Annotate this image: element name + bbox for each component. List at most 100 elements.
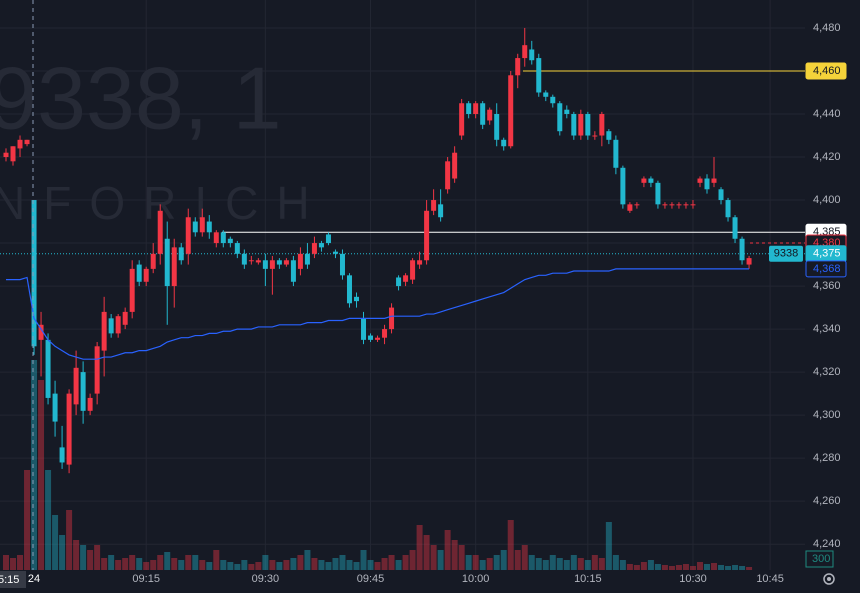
candle-body: [122, 311, 128, 325]
volume-bar: [150, 560, 157, 570]
volume-bar: [31, 360, 38, 570]
volume-bar: [640, 562, 647, 570]
volume-bar: [704, 564, 710, 570]
candle-body: [199, 217, 205, 233]
candle-body: [725, 200, 731, 218]
volume-bar: [276, 562, 283, 570]
volume-bar: [136, 558, 143, 570]
volume-bar: [122, 558, 129, 570]
volume-bar: [59, 535, 66, 570]
volume-bar: [493, 555, 500, 570]
candle-body: [361, 318, 367, 340]
candle-body: [571, 114, 577, 136]
candle-body: [648, 178, 654, 183]
candle-body: [52, 393, 58, 422]
candle-body: [94, 346, 100, 394]
volume-bar: [52, 515, 59, 570]
y-tick-label: 4,480: [813, 22, 841, 34]
volume-bar: [367, 560, 374, 570]
volume-bar: [381, 558, 388, 570]
settings-icon[interactable]: [823, 573, 835, 585]
candle-body: [403, 275, 409, 282]
candle-body: [599, 114, 605, 136]
volume-bar: [241, 560, 248, 570]
volume-bar: [437, 550, 444, 570]
volume-bar: [171, 558, 178, 570]
candle-body: [368, 335, 374, 340]
crosshair-label: 5:15: [0, 574, 19, 586]
y-tick-label: 4,280: [813, 452, 841, 464]
volume-bar: [94, 545, 101, 570]
candle-body: [325, 234, 331, 244]
volume-bar: [101, 558, 108, 570]
candle-body: [157, 210, 163, 254]
volume-bar: [479, 560, 486, 570]
volume-bar: [143, 562, 150, 570]
volume-bar: [591, 555, 598, 570]
candle-body: [339, 253, 345, 276]
volume-bar: [234, 564, 241, 570]
candle-body: [389, 307, 395, 330]
candle-body: [550, 96, 556, 104]
candle-body: [480, 103, 486, 125]
volume-bar: [164, 552, 171, 570]
volume-bar: [542, 560, 549, 570]
volume-bar: [304, 550, 311, 570]
candle-body: [606, 131, 612, 140]
candle-body: [354, 296, 359, 302]
candle-body: [410, 260, 416, 280]
volume-bar: [10, 558, 17, 570]
volume-bar: [451, 540, 458, 570]
price-badge-label: 4,375: [813, 248, 841, 260]
volume-bar: [346, 560, 353, 570]
y-tick-label: 4,440: [813, 108, 841, 120]
volume-bar: [325, 562, 332, 570]
volume-bar: [185, 555, 192, 570]
volume-bar: [563, 560, 570, 570]
volume-bar: [332, 558, 339, 570]
y-tick-label: 4,340: [813, 323, 841, 335]
volume-bar: [227, 562, 234, 570]
candle-body: [613, 139, 619, 168]
candle-body: [297, 253, 303, 269]
candle-body: [697, 178, 703, 183]
candle-body: [108, 318, 114, 334]
volume-bar: [311, 558, 318, 570]
volume-bar: [556, 558, 563, 570]
volume-bar: [668, 566, 675, 570]
candle-body: [101, 311, 107, 351]
candle-body: [578, 114, 584, 136]
x-tick-label: 09:15: [132, 573, 160, 585]
volume-bar: [374, 562, 381, 570]
candle-body: [634, 204, 640, 206]
volume-bar: [416, 525, 423, 570]
volume-bar: [528, 555, 535, 570]
candle-body: [311, 243, 317, 254]
candle-body: [143, 268, 149, 282]
candle-body: [438, 204, 444, 218]
volume-bar: [486, 558, 493, 570]
volume-bar: [213, 550, 220, 570]
candle-body: [227, 238, 233, 244]
candle-body: [38, 324, 44, 340]
volume-bar: [402, 555, 409, 570]
candle-body: [87, 397, 93, 411]
candle-body: [487, 109, 493, 121]
volume-bar: [115, 560, 122, 570]
candle-body: [431, 200, 437, 211]
volume-bar: [507, 520, 514, 570]
volume-bar: [255, 562, 262, 570]
candle-body: [248, 260, 254, 262]
y-tick-label: 4,420: [813, 151, 841, 163]
volume-bar: [654, 564, 661, 570]
volume-bar: [80, 545, 87, 570]
candle-body: [290, 260, 296, 282]
candle-body: [346, 275, 352, 304]
candle-body: [676, 204, 682, 206]
plot: [3, 27, 752, 474]
candle-body: [276, 260, 282, 265]
vwap-line: [6, 268, 750, 360]
volume-bar: [472, 555, 479, 570]
y-tick-label: 4,320: [813, 366, 841, 378]
